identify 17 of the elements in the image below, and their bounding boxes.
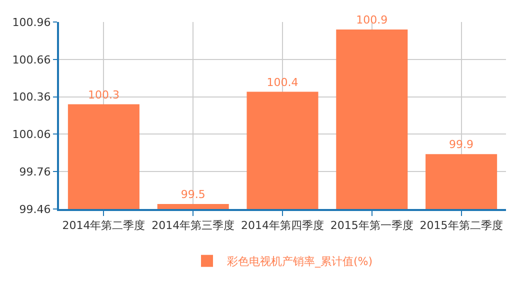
data-label: 100.3: [88, 88, 120, 102]
x-tick-label: 2015年第一季度: [330, 219, 414, 232]
legend-label: 彩色电视机产销率_累计值(%): [227, 255, 373, 268]
y-tick-label: 99.76: [19, 165, 51, 178]
data-label: 100.4: [266, 76, 298, 89]
x-tick-label: 2014年第二季度: [62, 219, 146, 232]
data-label: 100.9: [356, 13, 388, 26]
y-tick-label: 99.46: [19, 202, 51, 216]
y-tick-label: 100.06: [12, 128, 51, 142]
y-tick-label: 100.66: [12, 53, 51, 66]
x-tick-label: 2015年第二季度: [420, 219, 503, 232]
x-tick-label: 2014年第三季度: [152, 219, 235, 232]
y-tick-label: 100.96: [12, 16, 51, 29]
data-label: 99.9: [449, 138, 474, 152]
x-tick-label: 2014年第四季度: [241, 219, 324, 232]
data-label: 99.5: [180, 188, 206, 202]
y-tick-label: 100.36: [12, 90, 51, 104]
